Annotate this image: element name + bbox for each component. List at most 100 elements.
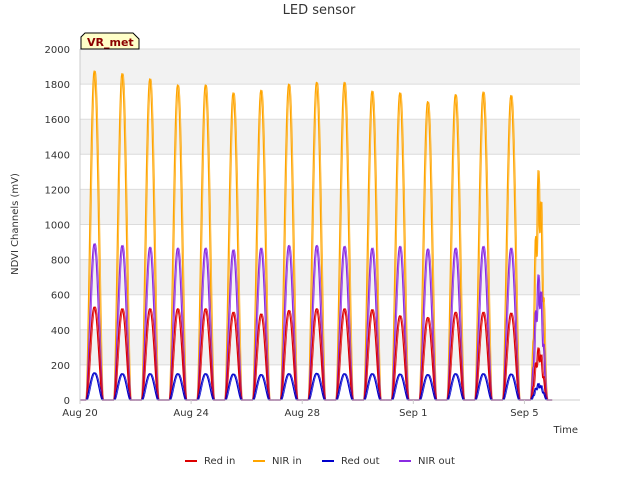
series-day-curve: [441, 373, 469, 401]
series-day-curve-trace: [136, 373, 165, 401]
series-day-curve: [191, 308, 219, 401]
series-day-curve-trace: [108, 308, 137, 401]
y-tick-label: 2000: [45, 45, 70, 56]
series-day-curve-trace: [414, 374, 443, 401]
series-day-curve: [274, 373, 303, 401]
series-day-curve-trace: [497, 373, 526, 401]
series-day-curve: [163, 84, 192, 401]
y-axis-ticks: 0 200 400 600 800 1000 1200 1400 1600 1800 2000: [45, 45, 70, 407]
series-day-curve: [246, 373, 275, 401]
series-day-curve-trace: [470, 373, 498, 401]
y-tick-label: 1200: [45, 185, 70, 196]
x-axis-ticks: Aug 20 Aug 24 Aug 28 Sep 1 Sep 5: [62, 400, 539, 419]
series-day-curve: [496, 94, 525, 401]
series-day-curve: [218, 92, 247, 401]
legend-label: Red in: [204, 456, 235, 467]
y-tick-label: 600: [51, 291, 70, 302]
plot-band: [80, 119, 580, 155]
series-day-curve-trace: [497, 312, 526, 401]
series-day-curve: [413, 373, 442, 401]
series-day-curve: [330, 81, 358, 401]
series-day-curve-trace: [386, 315, 415, 401]
series-day-curve-trace: [303, 308, 332, 401]
series-day-curve-trace: [275, 373, 304, 401]
series-day-curve: [441, 94, 469, 401]
series-day-curve-trace: [525, 274, 554, 401]
y-tick-label: 1000: [45, 221, 70, 232]
series-layer: [80, 70, 554, 401]
series-day-curve: [135, 78, 164, 401]
series-day-curve: [191, 373, 219, 401]
series-day-curve: [218, 373, 247, 401]
series-day-curve-trace: [164, 308, 193, 401]
series-day-curve: [357, 309, 386, 401]
x-tick-label: Aug 24: [173, 408, 208, 419]
series-day-curve-trace: [108, 373, 137, 401]
series-day-curve-trace: [414, 316, 443, 401]
series-day-curve: [330, 373, 358, 401]
series-day-curve: [385, 315, 414, 401]
y-tick-label: 400: [51, 326, 70, 337]
series-day-curve: [163, 308, 192, 401]
series-day-curve-trace: [220, 373, 248, 401]
series-day-curve-trace: [164, 373, 193, 401]
series-day-curve: [163, 373, 192, 401]
series-day-curve: [246, 89, 275, 401]
series-day-curve: [274, 309, 303, 401]
series-day-curve: [246, 313, 275, 401]
series-day-curve: [135, 373, 164, 401]
plot-band: [80, 189, 580, 225]
series-day-curve-trace: [220, 311, 248, 401]
series-day-curve-trace: [525, 382, 554, 401]
legend-label: Red out: [341, 456, 380, 467]
series-day-curve: [135, 308, 164, 401]
plot-band: [80, 329, 580, 365]
series-day-curve: [385, 373, 414, 401]
y-tick-label: 200: [51, 361, 70, 372]
series-day-curve: [107, 373, 136, 401]
x-tick-label: Sep 5: [510, 408, 538, 419]
plot-band: [80, 259, 580, 295]
series-day-curve-trace: [358, 308, 387, 401]
series-day-curve: [302, 372, 330, 401]
y-tick-label: 0: [64, 396, 70, 407]
site-badge: VR_met: [80, 32, 140, 50]
series-day-curve-trace: [81, 306, 109, 401]
series-day-curve: [496, 373, 525, 401]
site-badge-label: VR_met: [87, 36, 134, 49]
y-axis-title: NDVI Channels (mV): [10, 173, 21, 275]
series-red-out: [80, 372, 554, 401]
series-day-curve: [274, 83, 303, 401]
series-day-curve: [441, 311, 469, 401]
series-red-in: [80, 306, 554, 401]
series-day-curve-trace: [192, 308, 221, 401]
series-day-curve-trace: [525, 347, 554, 401]
x-axis-title: Time: [553, 425, 578, 436]
series-day-curve: [357, 373, 386, 401]
series-day-curve-trace: [358, 373, 387, 401]
series-day-curve-trace: [136, 308, 165, 401]
series-day-curve: [218, 311, 247, 401]
series-day-curve: [107, 308, 136, 401]
series-day-curve: [330, 308, 358, 401]
series-day-curve: [80, 306, 108, 401]
legend-label: NIR out: [418, 456, 455, 467]
series-day-curve: [107, 72, 136, 401]
site-badge-shape: [80, 32, 140, 50]
x-tick-label: Sep 1: [399, 408, 427, 419]
series-day-curve-trace: [303, 372, 332, 401]
series-day-curve-trace: [247, 313, 276, 401]
series-day-curve: [468, 91, 497, 401]
series-day-curve: [191, 84, 219, 401]
series-day-curve: [302, 81, 330, 401]
series-day-curve-trace: [331, 373, 359, 401]
series-day-curve: [468, 311, 497, 401]
series-day-curve: [413, 316, 442, 401]
series-day-curve-trace: [275, 309, 304, 401]
legend-label: NIR in: [272, 456, 302, 467]
series-day-curve-trace: [386, 373, 415, 401]
series-day-curve-trace: [442, 311, 471, 401]
series-day-curve-trace: [442, 373, 471, 401]
axes: [79, 49, 580, 401]
